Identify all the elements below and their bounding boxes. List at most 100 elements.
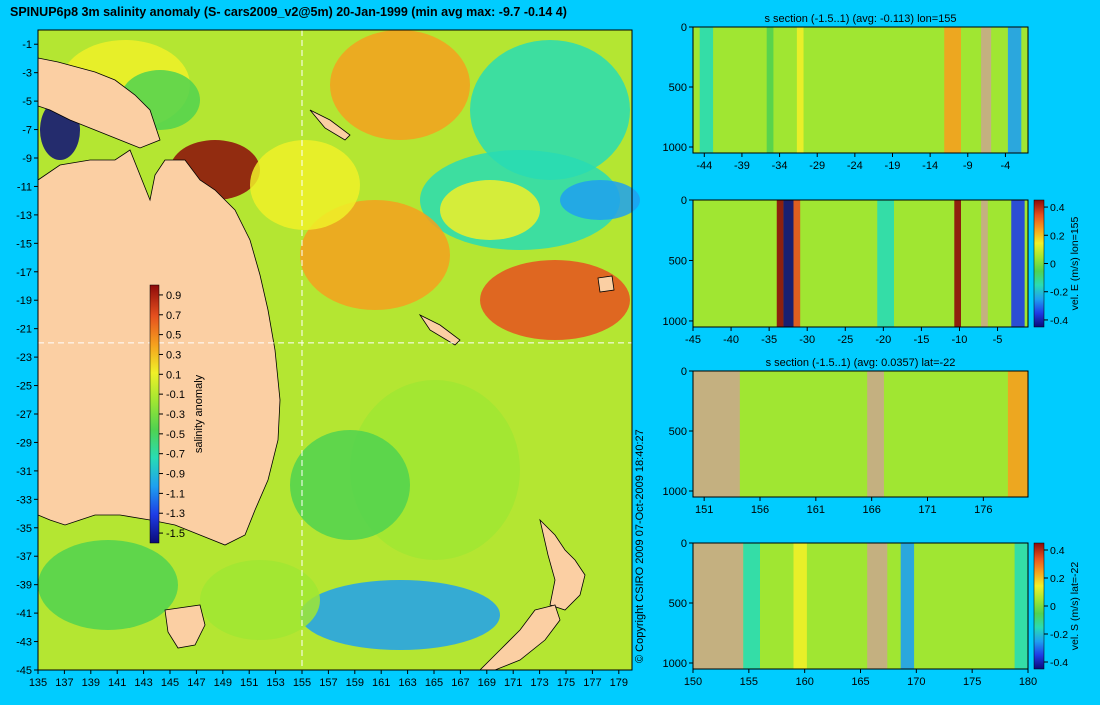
section-stripe	[793, 543, 807, 669]
map-y-tick-label: -5	[22, 96, 32, 108]
section-x-tick-label: 166	[862, 504, 880, 516]
map-x-tick-label: 169	[478, 677, 496, 689]
map-x-tick-label: 143	[134, 677, 152, 689]
section-colorbar-label: vel. S (m/s) lat=-22	[1069, 562, 1081, 651]
anomaly-patch	[200, 560, 320, 640]
section-y-tick-label: 0	[681, 366, 687, 378]
section-x-tick-label: 160	[795, 676, 813, 688]
section-colorbar-tick-label: 0.2	[1050, 230, 1065, 242]
section-x-tick-label: 176	[974, 504, 992, 516]
section-y-tick-label: 500	[669, 82, 687, 94]
section-x-tick-label: -9	[963, 160, 973, 172]
section-stripe	[867, 543, 888, 669]
map-x-tick-label: 139	[82, 677, 100, 689]
section-stripe	[1014, 543, 1028, 669]
section-x-tick-label: -19	[885, 160, 901, 172]
map-y-tick-label: -33	[16, 494, 32, 506]
section-colorbar-tick-label: 0.4	[1050, 545, 1065, 557]
map-x-tick-label: 161	[372, 677, 390, 689]
map-x-tick-label: 145	[161, 677, 179, 689]
section-colorbar-label: vel. E (m/s) lon=155	[1069, 217, 1081, 311]
map-y-tick-label: -37	[16, 551, 32, 563]
section-title: s section (-1.5..1) (avg: 0.0357) lat=-2…	[766, 357, 956, 369]
section-stripe	[877, 200, 894, 327]
section-frame	[692, 199, 1029, 328]
map-y-tick-label: -23	[16, 352, 32, 364]
anomaly-patch	[290, 430, 410, 540]
map-colorbar-tick-label: 0.7	[166, 310, 181, 322]
section-stripe	[783, 200, 794, 327]
land-nz-north	[539, 518, 586, 611]
map-colorbar-tick-label: -0.5	[166, 429, 185, 441]
section-y-tick-label: 0	[681, 22, 687, 34]
section-field	[693, 200, 1028, 327]
copyright-text: © Copyright CSIRO 2009 07-Oct-2009 18:40…	[634, 429, 646, 663]
section-x-tick-label: 150	[684, 676, 702, 688]
map-x-tick-label: 175	[557, 677, 575, 689]
map-x-tick-label: 171	[504, 677, 522, 689]
map-colorbar: 0.9 0.7 0.5 0.3 0.1 -0.1 -0.3 -0.5 -0.7 -0.9 -1.1 -…	[149, 284, 205, 544]
section-stripe	[739, 371, 760, 497]
map-colorbar-label: salinity anomaly	[193, 374, 205, 453]
anomaly-patch	[560, 180, 640, 220]
section-x-tick-label: -10	[952, 334, 968, 346]
map-y-tick-label: -9	[22, 153, 32, 165]
map-x-tick-label: 135	[29, 677, 47, 689]
map-y-tick-label: -15	[16, 238, 32, 250]
section-title: s section (-1.5..1) (avg: -0.113) lon=15…	[764, 13, 956, 25]
anomaly-patch	[480, 260, 630, 340]
map-x-tick-label: 157	[319, 677, 337, 689]
map-x-tick-label: 173	[530, 677, 548, 689]
anomaly-patch	[250, 140, 360, 230]
map-y-tick-label: -27	[16, 409, 32, 421]
anomaly-patch	[38, 540, 178, 630]
section-panel-4: 150 155 160 165 170 175 180 0 500 1000 0.4 0.2 0 -0.2…	[663, 538, 1081, 688]
map-y-tick-label: -13	[16, 210, 32, 222]
section-x-tick-label: 161	[807, 504, 825, 516]
map-colorbar-tick-label: -1.1	[166, 488, 185, 500]
section-stripe	[1007, 371, 1028, 497]
map-y-tick-label: -3	[22, 68, 32, 80]
section-colorbar-tick-label: 0	[1050, 259, 1056, 271]
map-colorbar-tick-label: -1.3	[166, 508, 185, 520]
section-x-tick-label: 155	[740, 676, 758, 688]
map-colorbar-tick-label: 0.3	[166, 349, 181, 361]
map-x-tick-label: 151	[240, 677, 258, 689]
map-y-ticks: -1 -3 -5 -7 -9 -11 -13 -15 -17 -19 -21 -23 -25 -27 -29…	[16, 39, 38, 677]
section-stripe	[900, 543, 915, 669]
section-panel-2: -45 -40 -35 -30 -25 -20 -15 -10 -5 0 500 1000 0.4 0.2…	[663, 195, 1081, 346]
section-x-tick-label: -24	[847, 160, 863, 172]
section-panel-1: s section (-1.5..1) (avg: -0.113) lon=15…	[663, 13, 1029, 172]
land-tasmania	[164, 604, 206, 649]
section-stripe	[796, 27, 804, 153]
anomaly-patch	[300, 580, 500, 650]
section-x-tick-label: -4	[1001, 160, 1011, 172]
land-solomons	[309, 109, 351, 141]
map-y-tick-label: -31	[16, 466, 32, 478]
section-y-tick-label: 1000	[663, 142, 687, 154]
map-colorbar-tick-label: -0.7	[166, 449, 185, 461]
section-stripe	[793, 200, 801, 327]
section-stripe	[927, 371, 945, 497]
section-y-tick-label: 1000	[663, 658, 687, 670]
section-colorbar-tick-label: 0	[1050, 601, 1056, 613]
section-colorbar-tick-label: -0.4	[1050, 315, 1068, 327]
section-colorbar-bar	[1033, 542, 1045, 670]
section-y-tick-label: 500	[669, 255, 687, 267]
map-x-tick-label: 153	[266, 677, 284, 689]
map-x-tick-label: 147	[187, 677, 205, 689]
section-y-tick-label: 500	[669, 426, 687, 438]
section-stripe	[1007, 27, 1022, 153]
section-stripe	[981, 27, 992, 153]
section-colorbar-tick-label: 0.2	[1050, 573, 1065, 585]
section-x-tick-label: -35	[761, 334, 777, 346]
map-y-tick-label: -41	[16, 608, 32, 620]
section-colorbar-tick-label: 0.4	[1050, 202, 1065, 214]
map-colorbar-tick-label: -0.3	[166, 409, 185, 421]
map-x-tick-label: 155	[293, 677, 311, 689]
map-x-tick-label: 137	[55, 677, 73, 689]
section-x-tick-label: -34	[772, 160, 788, 172]
section-x-tick-label: -29	[809, 160, 825, 172]
